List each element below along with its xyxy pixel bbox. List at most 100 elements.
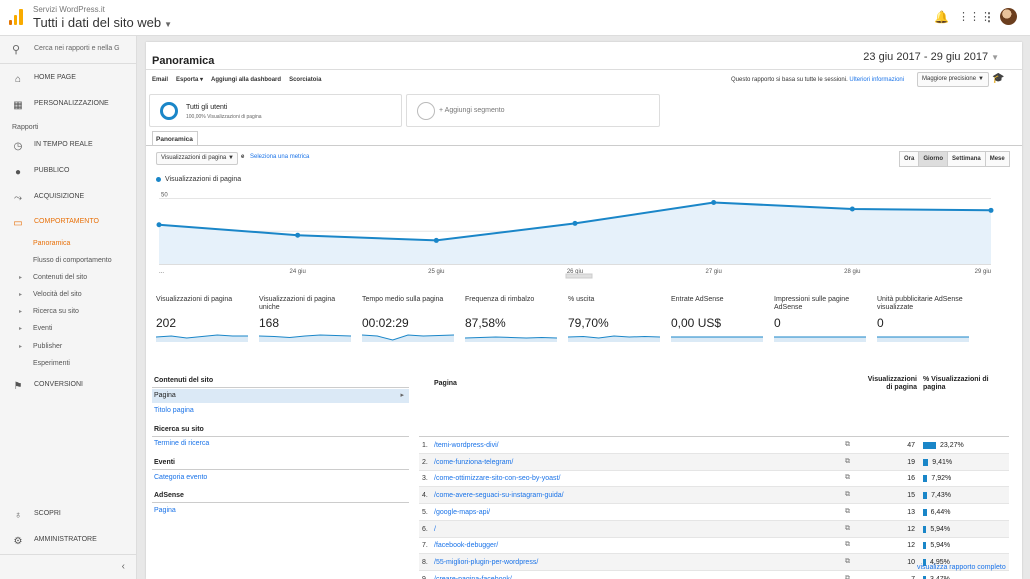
full-report-link[interactable]: visualizza rapporto completo [917,564,1006,571]
search-input[interactable]: Cerca nei rapporti e nella G [34,45,120,52]
page-link[interactable]: /come-funziona-telegram/ [434,458,514,466]
chart-resize-handle[interactable] [565,273,593,279]
sidebar-sub-experiments[interactable]: Esperimenti [33,360,70,367]
sidebar-search[interactable]: ⚲ Cerca nei rapporti e nella G [0,36,137,64]
page-link[interactable]: /come-avere-seguaci-su-instagram-guida/ [434,492,564,500]
table-row[interactable]: 2. /come-funziona-telegram/ ⧉ 19 9,41% [419,453,1009,471]
dimension-page-selected[interactable]: Pagina ▸ [152,389,409,403]
page-link[interactable]: / [434,525,436,533]
home-icon: ⌂ [14,74,22,85]
dimension-search-term[interactable]: Termine di ricerca [154,440,210,447]
metric-select[interactable]: Visualizzazioni di pagina ▼ [156,152,238,165]
page-link[interactable]: /creare-pagina-facebook/ [434,576,512,579]
data-point [572,220,578,226]
kpi-value: 87,58% [465,316,506,330]
table-row[interactable]: 9. /creare-pagina-facebook/ ⧉ 7 3,47% [419,571,1009,579]
day-button[interactable]: Giorno [918,151,949,167]
avatar[interactable] [1000,8,1017,25]
kpi-card[interactable]: Tempo medio sulla pagina 00:02:29 [362,296,454,342]
page-link[interactable]: /come-ottimizzare-sito-con-seo-by-yoast/ [434,475,561,483]
y-tick-label: 50 [161,193,168,199]
property-selector[interactable]: Tutti i dati del sito web ▼ [33,15,172,30]
open-link-icon[interactable]: ⧉ [845,557,850,565]
open-link-icon[interactable]: ⧉ [845,524,850,532]
session-info-text: Questo rapporto si basa su tutte le sess… [731,77,848,83]
row-number: 1. [422,442,428,449]
flag-icon: ⚑ [13,381,23,392]
sidebar-sub-search[interactable]: Ricerca su sito [19,308,79,315]
open-link-icon[interactable]: ⧉ [845,541,850,549]
pct-value: 4,95% [930,558,950,566]
bell-icon[interactable]: 🔔 [934,10,949,24]
sidebar-sub-events[interactable]: Eventi [19,325,53,332]
page-link[interactable]: /google-maps-api/ [434,508,491,516]
dimension-adsense-page[interactable]: Pagina [154,507,176,514]
date-range-picker[interactable]: 23 giu 2017 - 29 giu 2017 ▼ [863,51,999,63]
month-button[interactable]: Mese [984,151,1010,167]
sidebar-item-label: CONVERSIONI [34,381,84,388]
hour-button[interactable]: Ora [899,151,920,167]
email-button[interactable]: Email [152,77,169,83]
add-to-dashboard-button[interactable]: Aggiungi alla dashboard [211,77,282,83]
week-button[interactable]: Settimana [947,151,986,167]
open-link-icon[interactable]: ⧉ [845,574,850,579]
more-vert-icon[interactable]: ⋮ [983,10,995,24]
account-name[interactable]: Servizi WordPress.it [33,5,105,14]
kpi-card[interactable]: Visualizzazioni di pagina uniche 168 [259,296,351,342]
open-link-icon[interactable]: ⧉ [845,457,850,465]
sidebar-sub-flow[interactable]: Flusso di comportamento [33,257,112,264]
acquisition-icon: ⤳ [14,193,22,204]
graduation-cap-icon[interactable]: 🎓 [992,73,1005,84]
dimension-page-title[interactable]: Titolo pagina [154,407,194,414]
page-link[interactable]: /temi-wordpress-divi/ [434,442,499,449]
shortcut-button[interactable]: Scorciatoia [289,77,322,83]
open-link-icon[interactable]: ⧉ [845,474,850,482]
table-row[interactable]: 1. /temi-wordpress-divi/ ⧉ 47 23,27% [419,437,1009,454]
column-header-views[interactable]: Visualizzazioni di pagina [867,376,917,391]
open-link-icon[interactable]: ⧉ [845,441,850,448]
pct-value: 9,41% [932,458,953,466]
sidebar-sub-publisher[interactable]: Publisher [19,343,62,350]
segment-all-users[interactable]: Tutti gli utenti 100,00% Visualizzazioni… [149,94,402,127]
table-row[interactable]: 5. /google-maps-api/ ⧉ 13 6,44% [419,504,1009,521]
column-header-pct[interactable]: % Visualizzazioni di pagina [923,376,989,391]
open-link-icon[interactable]: ⧉ [845,491,850,499]
kpi-card[interactable]: Unità pubblicitarie AdSense visualizzate… [877,296,969,342]
kpi-card[interactable]: Visualizzazioni di pagina 202 [156,296,248,342]
time-granularity: Ora Giorno Settimana Mese [899,151,1010,167]
add-segment-button[interactable]: + Aggiungi segmento [406,94,660,127]
table-row[interactable]: 3. /come-ottimizzare-sito-con-seo-by-yoa… [419,470,1009,488]
vs-label: e [241,154,245,160]
open-link-icon[interactable]: ⧉ [845,507,850,515]
column-header-page[interactable]: Pagina [434,380,457,387]
kpi-card[interactable]: Frequenza di rimbalzo 87,58% [465,296,557,342]
kpi-card[interactable]: Entrate AdSense 0,00 US$ [671,296,763,342]
tab-overview[interactable]: Panoramica [152,131,198,146]
analytics-logo-icon[interactable] [9,9,23,25]
more-info-link[interactable]: Ulteriori informazioni [849,77,905,83]
kpi-row: Visualizzazioni di pagina 202 Visualizzaz… [146,296,1022,346]
pct-bar [923,458,929,466]
collapse-sidebar-button[interactable]: ‹ [0,554,137,579]
apps-grid-icon[interactable]: ⋮⋮⋮ [958,11,991,23]
precision-select[interactable]: Maggiore precisione ▼ [917,72,989,87]
table-row[interactable]: 4. /come-avere-seguaci-su-instagram-guid… [419,487,1009,505]
x-tick-label: 24 giu [289,269,305,275]
export-button[interactable]: Esporta ▾ [176,77,204,83]
page-link[interactable]: /55-migliori-plugin-per-wordpress/ [434,558,539,566]
kpi-card[interactable]: % uscita 79,70% [568,296,660,342]
table-row[interactable]: 7. /facebook-debugger/ ⧉ 12 5,94% [419,537,1009,555]
table-row[interactable]: 8. /55-migliori-plugin-per-wordpress/ ⧉ … [419,553,1009,571]
select-metric-link[interactable]: Seleziona una metrica [250,154,310,160]
table-row[interactable]: 6. / ⧉ 12 5,94% [419,520,1009,538]
page-link[interactable]: /facebook-debugger/ [434,542,499,550]
chevron-down-icon: ▼ [164,20,173,29]
kpi-sparkline [671,336,763,342]
x-tick-label: ... [159,269,164,275]
sidebar-sub-content[interactable]: Contenuti del sito [19,274,87,281]
sidebar-sub-overview[interactable]: Panoramica [33,240,71,247]
sidebar-sub-speed[interactable]: Velocità del sito [19,291,82,298]
dimension-event-category[interactable]: Categoria evento [154,474,208,481]
pct-bar [923,542,927,550]
kpi-card[interactable]: Impressioni sulle pagine AdSense 0 [774,296,866,342]
